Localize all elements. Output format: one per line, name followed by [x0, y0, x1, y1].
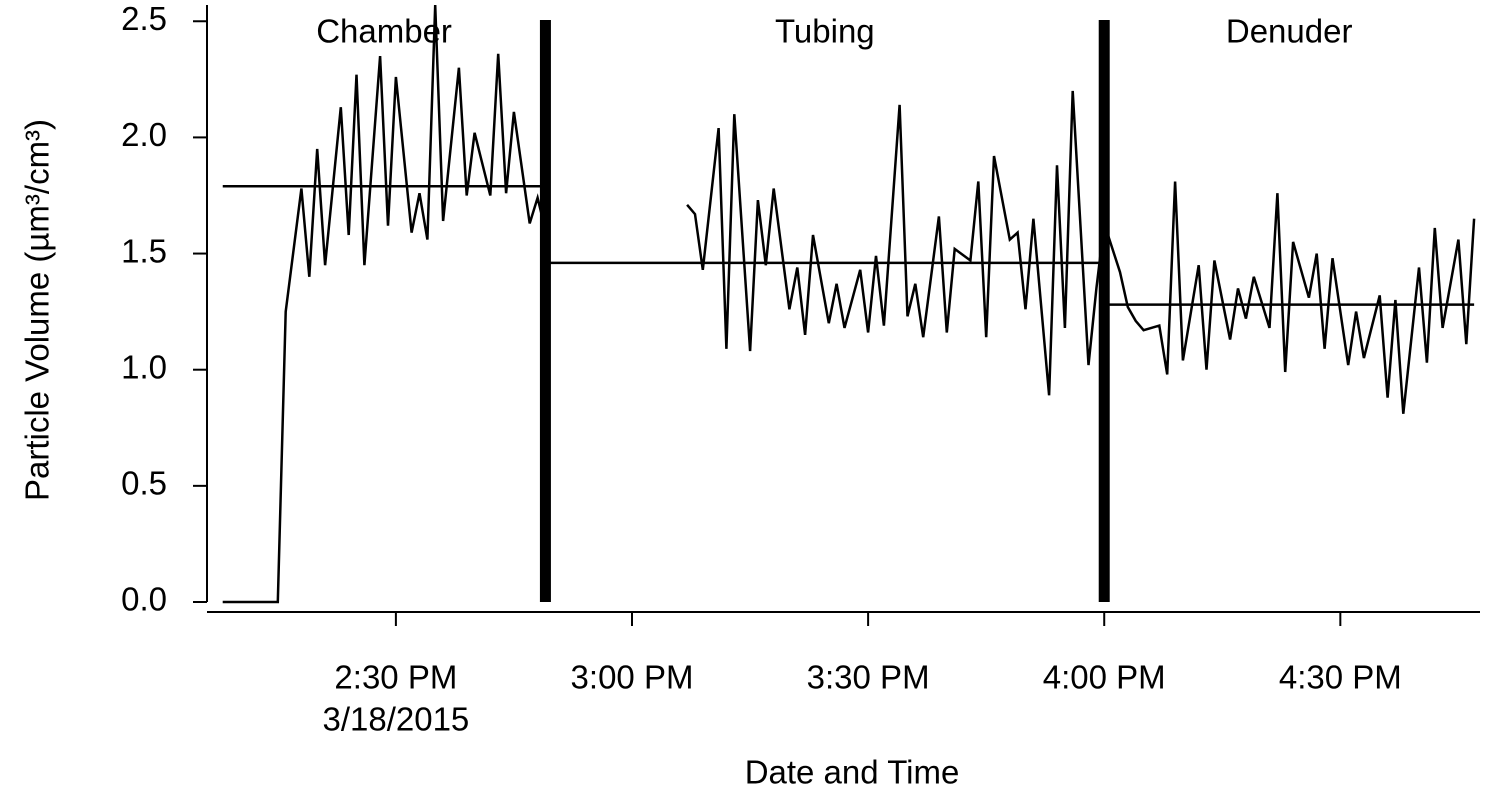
- y-tick-label: 0.5: [121, 465, 167, 502]
- y-tick-label: 1.0: [121, 348, 167, 385]
- region-label: Tubing: [775, 13, 875, 50]
- y-tick-label: 1.5: [121, 232, 167, 269]
- x-tick-label: 4:00 PM: [1043, 659, 1166, 696]
- x-tick-label: 2:30 PM: [334, 659, 457, 696]
- y-tick-label: 2.0: [121, 116, 167, 153]
- x-axis-title: Date and Time: [745, 754, 960, 791]
- region-label: Denuder: [1226, 13, 1353, 50]
- x-tick-label: 4:30 PM: [1279, 659, 1402, 696]
- y-tick-label: 0.0: [121, 581, 167, 618]
- region-label: Chamber: [316, 13, 452, 50]
- y-axis-title: Particle Volume (µm³/cm³): [19, 119, 56, 501]
- x-date-label: 3/18/2015: [322, 701, 469, 738]
- data-line: [222, 4, 1476, 604]
- y-tick-label: 2.5: [121, 0, 167, 37]
- x-tick-label: 3:30 PM: [807, 659, 930, 696]
- x-tick-label: 3:00 PM: [571, 659, 694, 696]
